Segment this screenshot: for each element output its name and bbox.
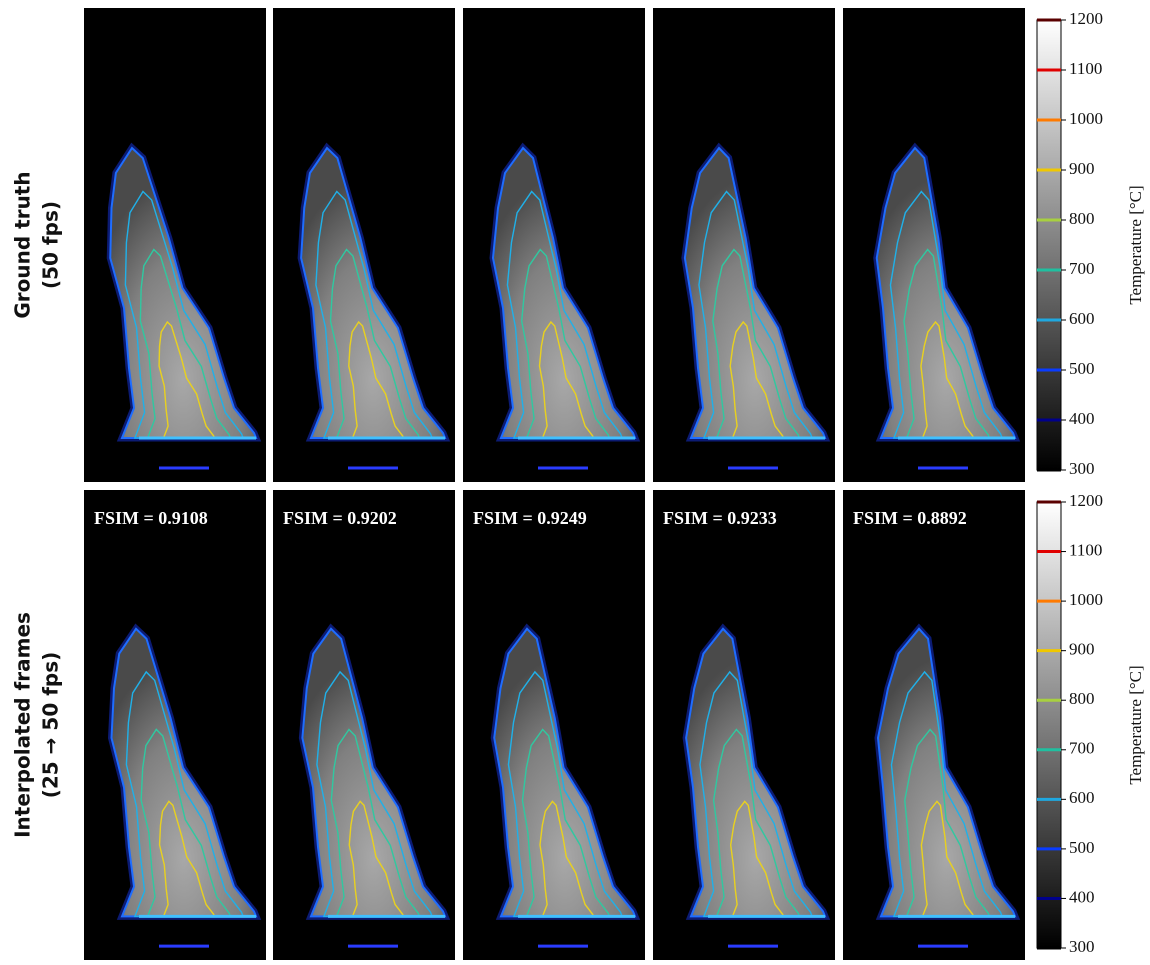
fsim-label: FSIM = 0.9249	[473, 508, 587, 528]
tick-label: 500	[1069, 838, 1095, 857]
figure: Ground truth (50 fps) Interpolated frame…	[0, 0, 1150, 965]
row-label: (25 → 50 fps)	[39, 652, 63, 799]
tick-label: 700	[1069, 739, 1095, 758]
tick-label: 700	[1069, 259, 1095, 278]
fsim-label: FSIM = 0.9108	[94, 508, 208, 528]
row-label: Ground truth	[11, 171, 35, 318]
tick-label: 900	[1069, 159, 1095, 178]
frame	[84, 8, 266, 482]
frame	[273, 8, 455, 482]
fsim-label: FSIM = 0.8892	[853, 508, 967, 528]
tick-label: 1200	[1069, 491, 1103, 510]
fsim-label: FSIM = 0.9202	[283, 508, 397, 528]
row-label: (50 fps)	[39, 201, 63, 289]
tick-label: 1200	[1069, 9, 1103, 28]
frame	[463, 8, 645, 482]
tick-label: 900	[1069, 640, 1095, 659]
tick-label: 400	[1069, 409, 1095, 428]
frame	[653, 8, 835, 482]
row-label: Interpolated frames	[11, 612, 35, 838]
frame: FSIM = 0.8892	[843, 490, 1025, 960]
colorbar-label: Temperature [°C]	[1126, 185, 1145, 304]
frame	[843, 8, 1025, 482]
tick-label: 800	[1069, 209, 1095, 228]
colorbar	[1037, 20, 1061, 470]
fsim-label: FSIM = 0.9233	[663, 508, 777, 528]
tick-label: 600	[1069, 309, 1095, 328]
colorbar-label: Temperature [°C]	[1126, 665, 1145, 784]
tick-label: 400	[1069, 887, 1095, 906]
tick-label: 300	[1069, 459, 1095, 478]
frame: FSIM = 0.9249	[463, 490, 645, 960]
frame: FSIM = 0.9233	[653, 490, 835, 960]
tick-label: 1100	[1069, 540, 1102, 559]
tick-label: 600	[1069, 788, 1095, 807]
tick-label: 1000	[1069, 109, 1103, 128]
tick-label: 500	[1069, 359, 1095, 378]
row-label-2: Interpolated frames (25 → 50 fps)	[11, 612, 63, 838]
frame: FSIM = 0.9202	[273, 490, 455, 960]
frame: FSIM = 0.9108	[84, 490, 266, 960]
tick-label: 1000	[1069, 590, 1103, 609]
tick-label: 300	[1069, 937, 1095, 956]
tick-label: 1100	[1069, 59, 1102, 78]
tick-label: 800	[1069, 689, 1095, 708]
colorbar	[1037, 502, 1061, 948]
row-label-1: Ground truth (50 fps)	[11, 171, 63, 318]
